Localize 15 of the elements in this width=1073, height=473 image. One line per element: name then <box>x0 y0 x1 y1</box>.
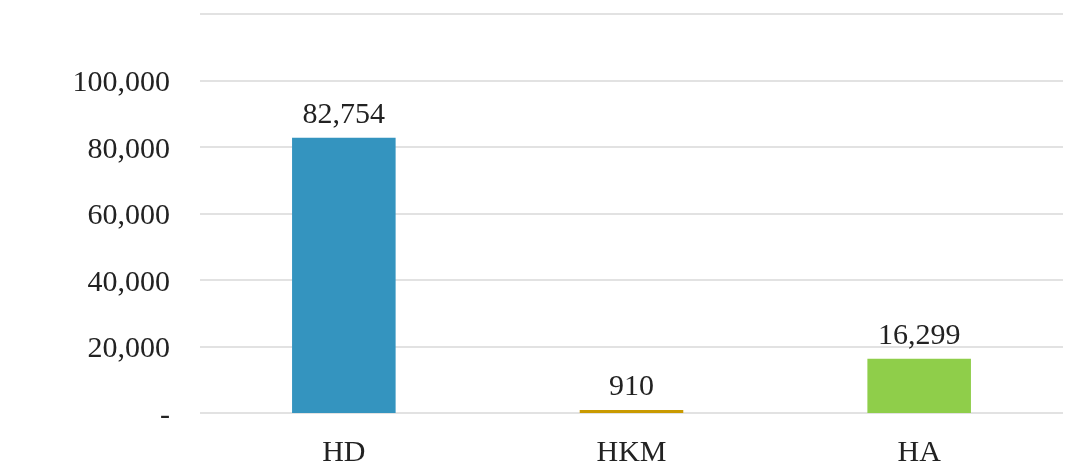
data-label: 82,754 <box>302 96 386 130</box>
y-tick-label: 80,000 <box>87 130 170 164</box>
bar <box>292 137 396 413</box>
data-label: 16,299 <box>877 317 961 351</box>
y-tick-label: - <box>160 396 170 430</box>
bar <box>579 409 684 413</box>
bar <box>867 358 971 413</box>
y-tick-label: 60,000 <box>87 197 170 230</box>
y-tick-label: 20,000 <box>87 330 170 363</box>
x-tick-label: HKM <box>596 433 667 467</box>
data-label: 910 <box>609 368 654 402</box>
x-tick-label: HA <box>897 433 942 467</box>
x-tick-label: HD <box>322 433 366 467</box>
y-tick-label: 40,000 <box>87 263 170 297</box>
y-tick-label: 100,000 <box>72 64 170 97</box>
